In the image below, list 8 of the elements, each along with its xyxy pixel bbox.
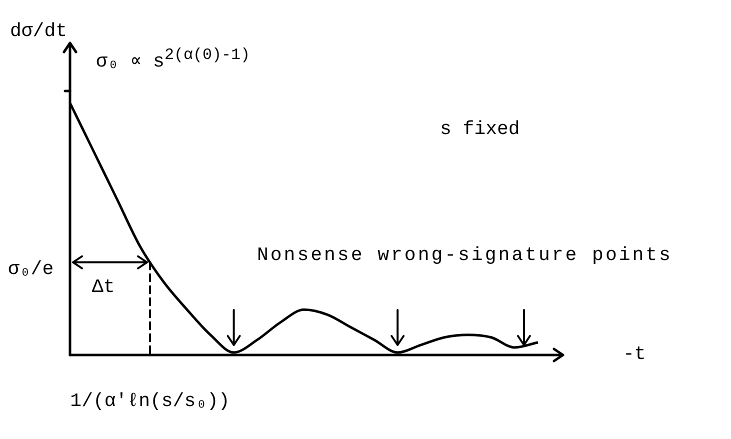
- annotation: Δt: [92, 276, 115, 298]
- text: σ₀/e: [8, 258, 54, 280]
- text: 1/(α′ℓn(s/s₀)): [70, 390, 230, 412]
- x-axis-title: -t: [623, 343, 646, 365]
- y-axis-title: dσ/dt: [10, 20, 68, 42]
- annotation: Nonsense wrong-signature points: [257, 244, 672, 266]
- annotation: s fixed: [440, 118, 520, 140]
- text: σ₀ ∝ s$^{2(α(0)-1)}$: [96, 46, 250, 72]
